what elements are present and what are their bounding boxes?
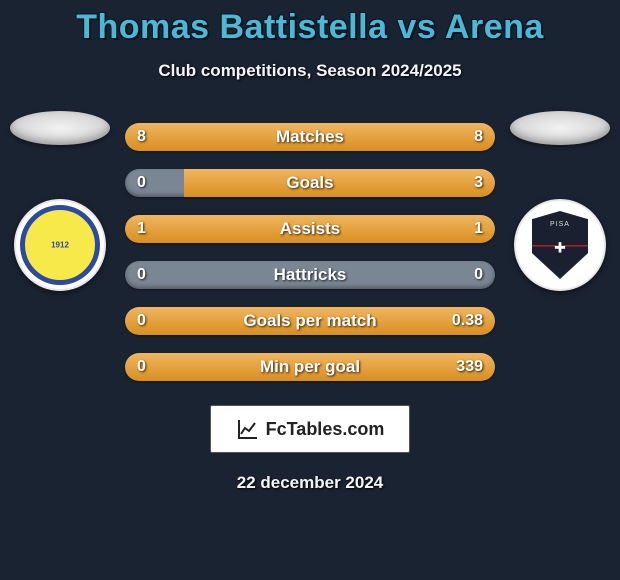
- stat-row: 0 0Hattricks: [125, 261, 495, 289]
- snapshot-date: 22 december 2024: [0, 473, 620, 493]
- pisa-shield-icon: [532, 211, 588, 279]
- left-player-column: [0, 111, 120, 291]
- stat-row: 03Goals: [125, 169, 495, 197]
- comparison-subtitle: Club competitions, Season 2024/2025: [0, 61, 620, 81]
- right-club-badge: [514, 199, 606, 291]
- stat-value-left: 0: [137, 261, 146, 289]
- comparison-content: 88Matches03Goals11Assists00Hattricks00.3…: [0, 123, 620, 381]
- brand-chart-icon: [236, 417, 260, 441]
- stat-bar-fill: [125, 123, 495, 151]
- stat-row: 00.38Goals per match: [125, 307, 495, 335]
- stat-row: 0339Min per goal: [125, 353, 495, 381]
- left-player-avatar: [10, 111, 110, 145]
- stat-bar-fill-right: [125, 353, 495, 381]
- stat-value-left: 0: [137, 169, 146, 197]
- stat-row: 88Matches: [125, 123, 495, 151]
- stat-value-right: 0: [474, 261, 483, 289]
- right-player-avatar: [510, 111, 610, 145]
- comparison-title: Thomas Battistella vs Arena: [0, 0, 620, 47]
- brand-badge: FcTables.com: [210, 405, 410, 453]
- stat-bars: 88Matches03Goals11Assists00Hattricks00.3…: [125, 123, 495, 381]
- brand-text: FcTables.com: [266, 419, 385, 440]
- right-player-column: [500, 111, 620, 291]
- stat-bar-fill-right: [184, 169, 495, 197]
- stat-bar-fill-right: [125, 307, 495, 335]
- stat-label: Hattricks: [125, 261, 495, 289]
- left-club-badge: [14, 199, 106, 291]
- stat-row: 11Assists: [125, 215, 495, 243]
- stat-bar-fill: [125, 215, 495, 243]
